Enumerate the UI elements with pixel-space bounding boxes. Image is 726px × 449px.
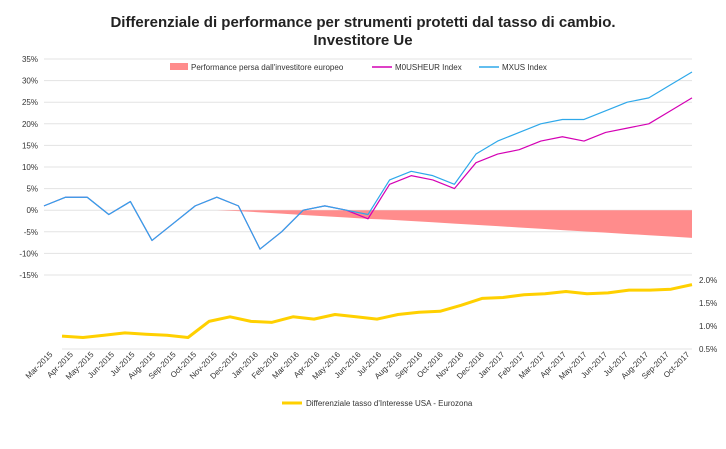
upper-y-tick-label: 30% <box>22 77 38 86</box>
chart-title-line2: Investitore Ue <box>313 32 412 49</box>
lower-y-tick-label: 2.0% <box>699 276 717 285</box>
legend-top: Performance persa dall'investitore europ… <box>170 63 547 72</box>
x-axis: Mar-2015Apr-2015May-2015Jun-2015Jul-2015… <box>24 350 692 382</box>
lower-y-tick-label: 1.5% <box>699 299 717 308</box>
upper-series-group <box>43 71 693 250</box>
upper-y-tick-label: 20% <box>22 120 38 129</box>
series-line-mxus <box>43 71 693 250</box>
upper-y-tick-label: -5% <box>24 228 38 237</box>
upper-y-tick-label: 15% <box>22 141 38 150</box>
legend-label-m0usheur: M0USHEUR Index <box>395 63 462 72</box>
legend-label-mxus: MXUS Index <box>502 63 547 72</box>
upper-y-tick-label: 35% <box>22 55 38 64</box>
upper-y-tick-label: 0% <box>26 206 38 215</box>
upper-y-tick-label: 5% <box>26 185 38 194</box>
upper-y-tick-label: -10% <box>19 249 38 258</box>
lower-y-tick-label: 0.5% <box>699 345 717 354</box>
series-area-performance-persa <box>44 210 692 238</box>
lower-y-axis: 0.5% 1.0% 1.5% 2.0% <box>699 276 717 354</box>
upper-y-axis: -15% -10% -5% 0% 5% 10% 15% 20% 25% 30% 35% <box>19 55 38 280</box>
upper-y-tick-label: 25% <box>22 98 38 107</box>
lower-y-tick-label: 1.0% <box>699 322 717 331</box>
upper-y-tick-label: -15% <box>19 271 38 280</box>
chart-title-line1: Differenziale di performance per strumen… <box>110 14 615 31</box>
legend-label-differenziale: Differenziale tasso d'Interesse USA - Eu… <box>306 399 473 408</box>
legend-bottom: Differenziale tasso d'Interesse USA - Eu… <box>282 399 473 408</box>
lower-series-group <box>61 283 693 339</box>
upper-gridlines <box>44 58 692 276</box>
upper-y-tick-label: 10% <box>22 163 38 172</box>
legend-swatch-performance-persa <box>170 63 188 70</box>
legend-label-performance-persa: Performance persa dall'investitore europ… <box>191 63 344 72</box>
series-line-differenziale <box>61 283 693 339</box>
